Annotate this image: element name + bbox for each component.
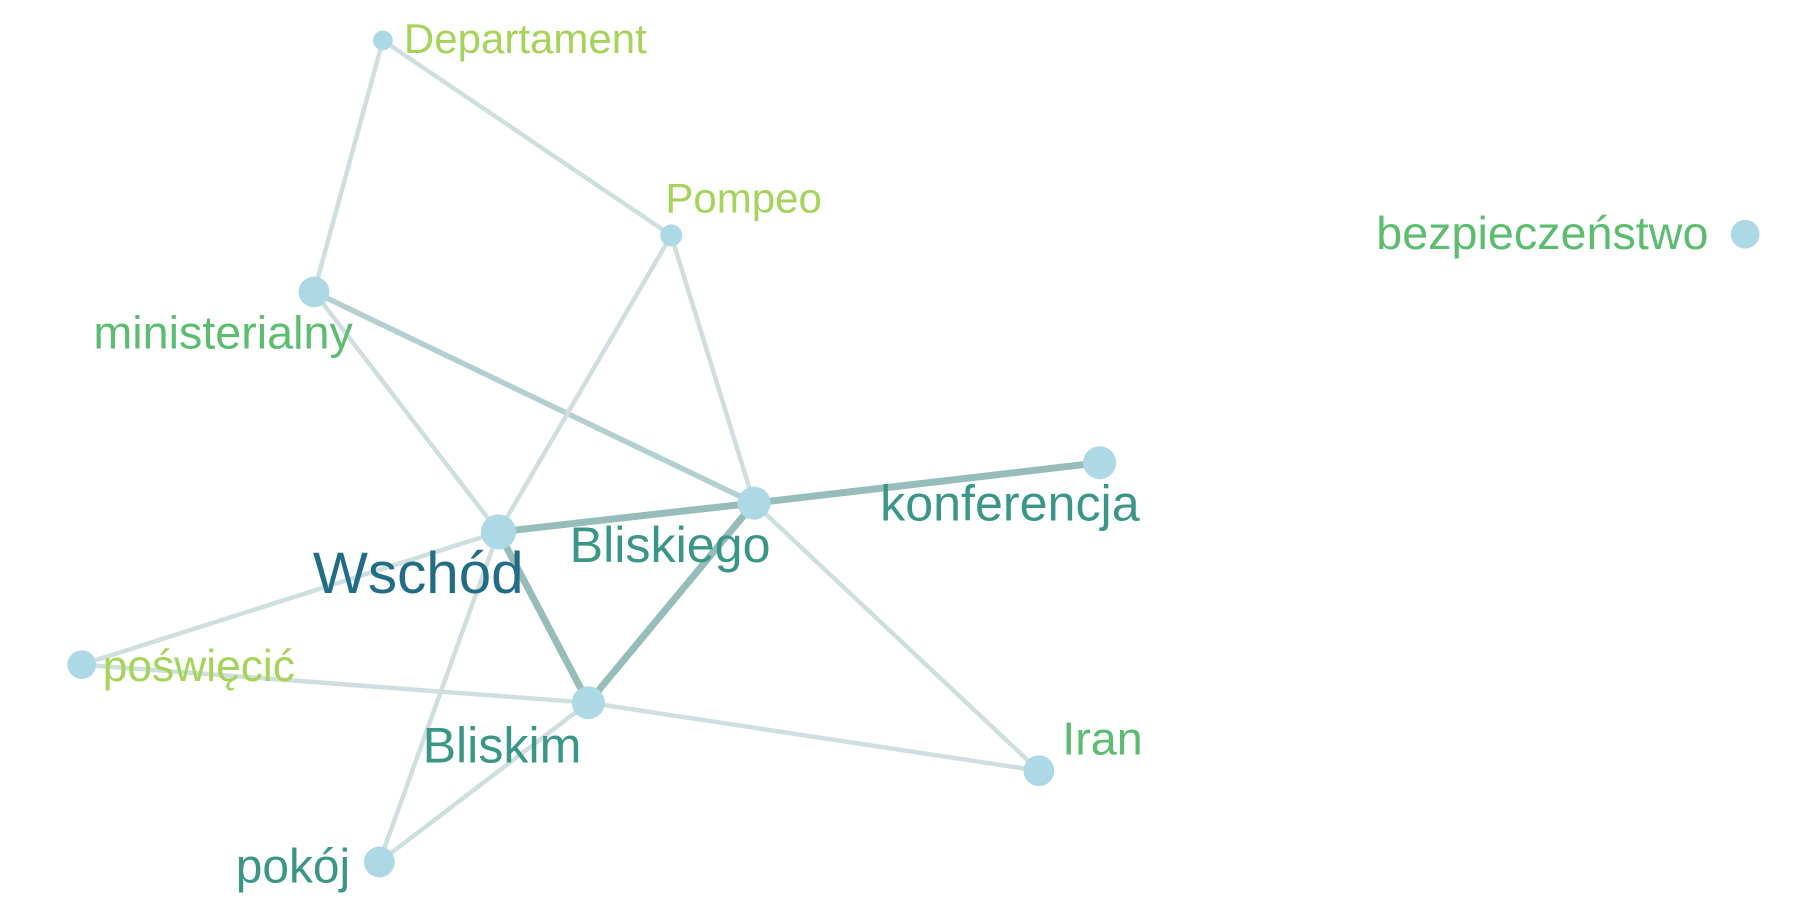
label-bezpieczenstwo: bezpieczeństwo (1376, 207, 1708, 259)
edge-bliskiego-konferencja (750, 459, 1104, 507)
node-bliskim (571, 686, 605, 720)
edge-wschod-poswiecic (79, 529, 501, 667)
node-bliskiego (737, 486, 771, 520)
label-wschod: Wschód (313, 541, 524, 606)
node-bezpieczenstwo (1730, 219, 1760, 249)
edge-bliskim-iran (586, 700, 1042, 774)
edge-ministerialny-bliskiego (311, 289, 757, 506)
node-pompeo (660, 224, 683, 247)
edge-ministerialny-wschod (311, 289, 501, 535)
nodes-layer (67, 30, 1760, 878)
edge-wschod-pokoj (377, 529, 501, 865)
edge-bliskiego-bliskim (584, 499, 758, 707)
label-iran: Iran (1062, 713, 1142, 765)
label-pokoj: pokój (236, 841, 350, 894)
label-bliskim: Bliskim (423, 718, 582, 774)
edge-bliskiego-iran (751, 500, 1042, 774)
node-pokoj (363, 846, 395, 878)
node-ministerialny (298, 276, 330, 308)
labels-layer: Departament Pompeo ministerialny bezpieczeń… (93, 15, 1708, 894)
node-konferencja (1083, 446, 1117, 480)
edge-pompeo-bliskiego (668, 233, 757, 506)
node-iran (1023, 755, 1055, 787)
edge-wschod-bliskiego (494, 499, 758, 536)
edge-poswiecic-bliskim (79, 662, 591, 705)
label-bliskiego: Bliskiego (570, 517, 771, 573)
edge-wschod-bliskim (494, 528, 592, 707)
edge-departament-ministerialny (311, 38, 386, 295)
edges-layer (79, 38, 1104, 865)
label-poswiecic: poświęcić (103, 642, 295, 691)
label-pompeo: Pompeo (665, 174, 822, 221)
node-poswiecic (67, 650, 97, 679)
node-departament (372, 30, 393, 51)
label-ministerialny: ministerialny (93, 306, 353, 358)
label-konferencja: konferencja (880, 475, 1140, 531)
edge-departament-pompeo (380, 38, 674, 238)
node-wschod (480, 514, 517, 550)
label-departament: Departament (404, 15, 647, 62)
edge-pompeo-wschod (496, 233, 674, 535)
edge-bliskim-pokoj (377, 700, 591, 865)
